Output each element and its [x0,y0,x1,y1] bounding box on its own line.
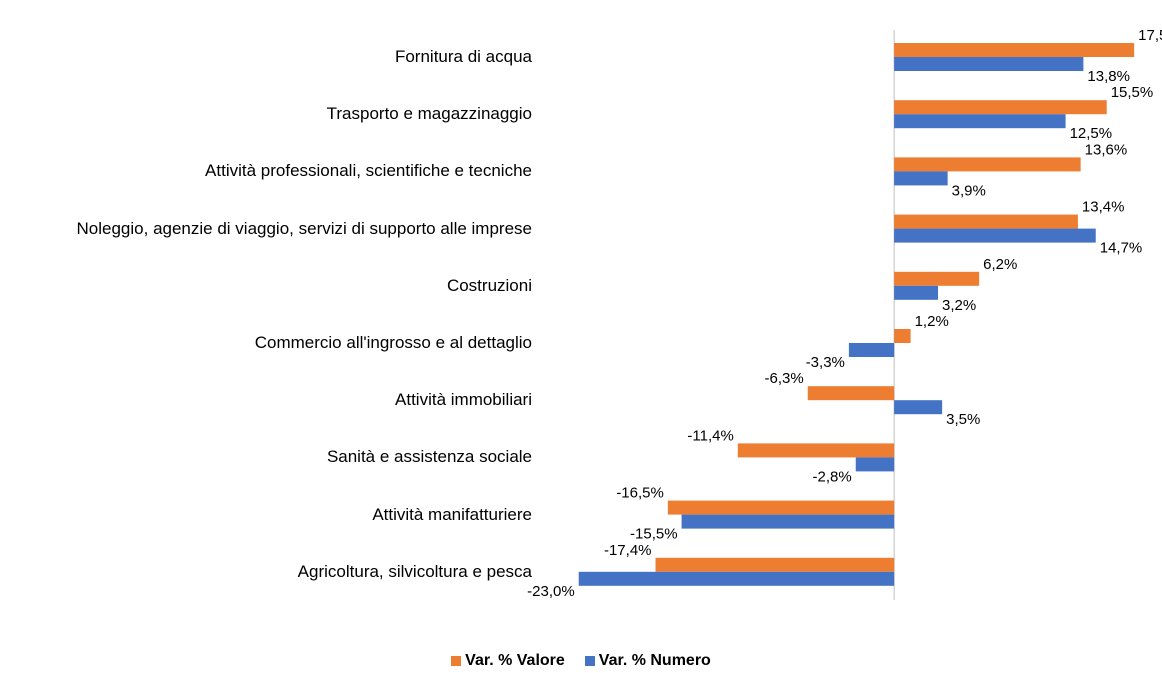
bar [894,271,980,286]
value-label: -16,5% [616,485,664,502]
value-label: 3,5% [946,411,980,428]
category-label: Attività immobiliari [395,390,532,410]
value-label: 3,2% [942,297,976,314]
legend-item: Var. % Numero [584,652,711,670]
value-label: -2,8% [813,468,852,485]
bar [737,443,895,458]
category-label: Commercio all'ingrosso e al dettaglio [254,333,532,352]
legend-label: Var. % Numero [598,652,711,669]
bar [894,57,1084,71]
value-label: 1,2% [915,313,949,330]
category-label: Trasporto e magazzinaggio [326,104,532,124]
bar [855,457,895,472]
value-label: 3,9% [952,182,986,199]
bar [894,214,1078,229]
bar [681,514,895,529]
value-label: 15,5% [1111,84,1154,101]
bar [894,285,939,300]
value-label: 13,8% [1087,68,1130,85]
bar [807,386,895,401]
value-label: -23,0% [527,583,575,600]
value-label: -17,4% [604,542,652,559]
value-label: -3,3% [806,354,845,371]
bar [894,400,943,415]
legend: Var. % Valore Var. % Numero [0,652,1162,671]
value-label: 12,5% [1070,125,1113,142]
bar [894,228,1096,243]
bar [894,171,948,186]
bar [894,100,1107,115]
legend-swatch [451,656,462,666]
value-label: 6,2% [983,256,1017,273]
category-label: Attività manifatturiere [372,504,532,524]
bar [655,557,895,572]
category-label: Noleggio, agenzie di viaggio, servizi di… [76,218,532,238]
category-label: Attività professionali, scientifiche e t… [205,161,532,181]
value-label: 14,7% [1100,240,1143,257]
legend-label: Var. % Valore [465,652,565,669]
value-label: 13,4% [1082,199,1125,216]
category-label: Costruzioni [446,275,532,295]
value-label: -6,3% [765,370,804,387]
value-label: 13,6% [1085,141,1128,158]
value-label: -15,5% [630,526,678,543]
value-label: -11,4% [687,427,733,444]
bar [894,329,911,343]
legend-swatch [584,656,595,666]
bar [894,114,1066,129]
bar [578,571,895,586]
bar [667,500,895,515]
legend-item: Var. % Valore [451,652,565,670]
category-label: Agricoltura, silvicoltura e pesca [297,561,532,581]
category-label: Sanità e assistenza sociale [326,447,532,467]
bar [894,157,1081,172]
value-label: 17,5% [1138,27,1162,44]
category-label: Fornitura di acqua [394,47,532,66]
bar [848,343,895,357]
bar [894,43,1135,57]
